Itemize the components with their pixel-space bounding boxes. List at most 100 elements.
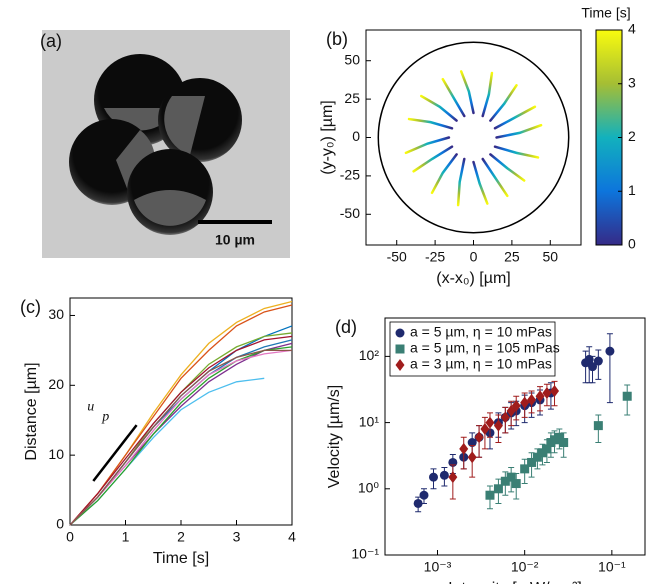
x-tick-label: 4	[288, 529, 296, 545]
point	[584, 354, 594, 364]
point	[554, 432, 564, 442]
legend-box	[389, 321, 556, 377]
y-axis-label: Velocity [µm/s]	[326, 385, 343, 488]
point	[493, 419, 503, 432]
panel-label: (c)	[20, 297, 41, 317]
point	[459, 442, 469, 455]
trajectory	[420, 94, 458, 122]
y-tick-label: 10⁰	[358, 479, 380, 495]
trajectory	[472, 160, 489, 205]
point	[520, 464, 530, 474]
line	[69, 349, 292, 526]
y-tick-label: -25	[340, 167, 360, 183]
y-tick-label: 10⁻¹	[351, 546, 379, 562]
x-tick-label: -50	[387, 249, 407, 265]
x-axis-label: (x-x₀) [µm]	[436, 270, 511, 287]
x-tick-label: 0	[66, 529, 74, 545]
trajectory	[489, 153, 526, 182]
y-tick-label: 50	[344, 51, 360, 67]
point	[593, 356, 603, 366]
point	[527, 457, 537, 467]
point	[485, 416, 495, 429]
y-axis-label: (y-y₀) [µm]	[319, 100, 336, 175]
line	[69, 346, 293, 526]
trajectory	[493, 105, 537, 130]
x-tick-label: 1	[122, 529, 130, 545]
y-tick-label: 0	[56, 516, 64, 532]
slope-line	[92, 424, 138, 482]
y-tick-label: 10¹	[359, 413, 380, 429]
panel-label: (d)	[335, 317, 357, 337]
line	[69, 377, 265, 526]
point	[439, 470, 449, 480]
panel-label: (a)	[40, 31, 62, 51]
point	[480, 423, 490, 436]
annotation-subscript: p	[101, 409, 109, 424]
line	[69, 349, 293, 526]
y-tick-label: 10²	[359, 347, 380, 363]
point	[527, 393, 537, 406]
colorbar-tick-label: 2	[628, 128, 636, 144]
point	[588, 362, 598, 372]
point	[506, 472, 516, 482]
x-tick-label: 2	[177, 529, 185, 545]
trajectory	[459, 70, 475, 115]
line	[69, 342, 293, 526]
point	[550, 435, 560, 445]
y-tick-label: 30	[48, 306, 64, 322]
point	[448, 471, 458, 484]
point	[493, 484, 503, 494]
line	[69, 339, 293, 526]
y-tick-label: 20	[48, 376, 64, 392]
point	[419, 490, 429, 500]
annotation: u	[87, 399, 94, 414]
trajectory	[481, 71, 494, 118]
legend-label: a = 5 µm, η = 105 mPas	[410, 340, 560, 356]
colorbar-title: Time [s]	[581, 5, 630, 21]
trajectory	[430, 153, 458, 195]
trajectory	[404, 136, 451, 155]
y-tick-label: -50	[340, 205, 360, 221]
micrograph: 10 µm	[42, 30, 290, 258]
colorbar-tick-label: 4	[628, 21, 636, 37]
x-tick-label: 10⁻³	[424, 559, 452, 575]
x-axis-label: Time [s]	[153, 550, 209, 567]
point	[532, 452, 542, 462]
y-axis-label: Distance [µm]	[23, 362, 40, 460]
trajectory	[441, 77, 466, 118]
point	[511, 399, 521, 412]
line	[69, 335, 293, 526]
line	[69, 304, 293, 526]
colorbar-tick-label: 1	[628, 182, 636, 198]
x-tick-label: 25	[504, 249, 520, 265]
colorbar-tick-label: 0	[628, 236, 636, 252]
scale-bar-label: 10 µm	[215, 232, 255, 248]
legend-label: a = 3 µm, η = 10 mPas	[410, 356, 552, 372]
trajectory	[493, 145, 540, 159]
x-tick-label: 50	[542, 249, 558, 265]
x-tick-label: 10⁻¹	[598, 559, 626, 575]
error-bar	[606, 333, 613, 404]
legend-marker	[395, 328, 405, 338]
point	[535, 390, 545, 403]
point	[559, 438, 569, 448]
plot-frame	[365, 29, 582, 246]
trajectory	[495, 123, 543, 139]
point	[485, 490, 495, 500]
point	[428, 472, 438, 482]
point	[520, 396, 530, 409]
point	[500, 476, 510, 486]
x-tick-label: -25	[425, 249, 445, 265]
trajectory	[407, 117, 454, 130]
colorbar-tick-label: 3	[628, 74, 636, 90]
colorbar	[595, 29, 623, 246]
x-tick-label: 0	[470, 249, 478, 265]
bead-cap	[164, 96, 205, 155]
point	[467, 438, 477, 448]
x-axis-label: Intensity [mW/µm²]	[448, 580, 582, 584]
x-tick-label: 3	[233, 529, 241, 545]
y-tick-label: 25	[344, 90, 360, 106]
point	[622, 391, 632, 401]
trajectory	[412, 145, 454, 173]
